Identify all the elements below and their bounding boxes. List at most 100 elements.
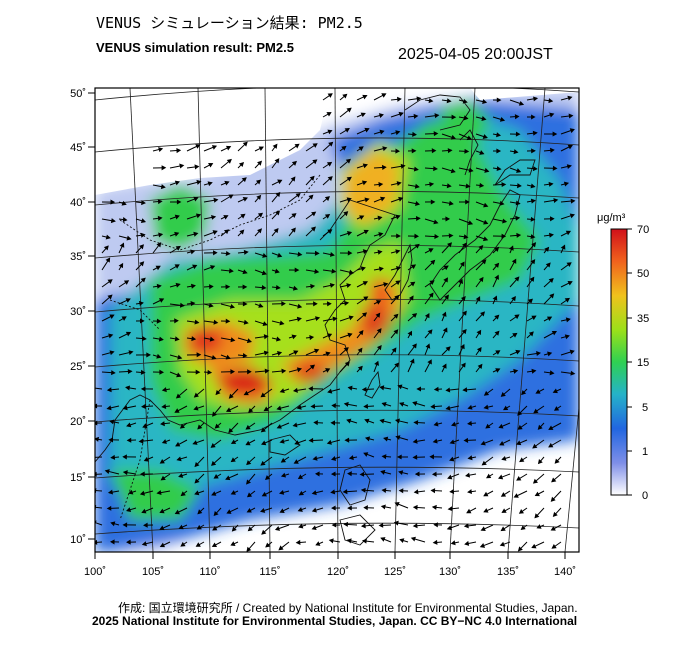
- wind-arrowhead: [141, 200, 146, 206]
- wind-arrowhead: [480, 440, 486, 446]
- wind-arrowhead: [312, 159, 318, 165]
- wind-arrow: [95, 506, 103, 509]
- wind-arrowhead: [140, 471, 145, 477]
- wind-arrowhead: [552, 388, 558, 394]
- wind-arrowhead: [241, 177, 247, 183]
- wind-arrowhead: [261, 440, 267, 446]
- wind-arrowhead: [358, 329, 364, 336]
- wind-arrowhead: [309, 335, 315, 341]
- wind-arrowhead: [425, 343, 431, 349]
- wind-arrowhead: [382, 146, 388, 152]
- wind-arrowhead: [534, 513, 540, 519]
- wind-arrowhead: [496, 97, 502, 103]
- wind-arrowhead: [207, 181, 213, 187]
- wind-arrowhead: [514, 276, 520, 282]
- wind-arrowhead: [281, 301, 286, 307]
- wind-arrowhead: [174, 180, 180, 186]
- wind-arrowhead: [482, 99, 488, 104]
- wind-arrowhead: [297, 474, 304, 480]
- wind-arrowhead: [326, 112, 332, 117]
- wind-arrowhead: [275, 191, 281, 198]
- wind-arrowhead: [357, 365, 363, 371]
- wind-arrowhead: [230, 541, 236, 546]
- wind-arrowhead: [434, 234, 440, 240]
- forecast-datetime: 2025-04-05 20:00JST: [398, 46, 553, 63]
- wind-arrowhead: [560, 244, 566, 250]
- wind-arrowhead: [211, 460, 217, 466]
- wind-arrowhead: [122, 454, 127, 460]
- wind-arrowhead: [393, 520, 399, 526]
- wind-arrowhead: [501, 182, 507, 188]
- wind-arrowhead: [413, 113, 419, 119]
- wind-arrowhead: [499, 116, 506, 122]
- wind-arrowhead: [448, 233, 454, 239]
- wind-arrowhead: [326, 301, 332, 307]
- wind-arrowhead: [500, 526, 506, 532]
- wind-arrowhead: [509, 245, 514, 251]
- wind-arrowhead: [279, 388, 285, 394]
- wind-arrowhead: [157, 215, 163, 221]
- wind-arrowhead: [396, 266, 402, 271]
- wind-arrowhead: [482, 134, 488, 139]
- wind-arrowhead: [462, 242, 467, 248]
- wind-arrowhead: [551, 331, 558, 336]
- wind-arrowhead: [292, 422, 298, 428]
- wind-arrowhead: [551, 477, 557, 483]
- wind-arrowhead: [363, 505, 368, 511]
- wind-arrowhead: [377, 215, 383, 221]
- wind-arrowhead: [467, 220, 474, 226]
- wind-arrowhead: [433, 131, 439, 137]
- wind-arrowhead: [514, 114, 520, 120]
- wind-arrowhead: [327, 388, 333, 394]
- wind-arrowhead: [478, 276, 484, 283]
- wind-arrowhead: [517, 424, 523, 430]
- wind-arrowhead: [123, 280, 130, 285]
- wind-arrowhead: [381, 402, 387, 407]
- wind-arrowhead: [291, 334, 297, 340]
- wind-arrowhead: [292, 387, 298, 393]
- wind-arrowhead: [119, 242, 125, 248]
- wind-arrowhead: [446, 525, 453, 531]
- wind-arrowhead: [240, 213, 246, 219]
- wind-arrowhead: [261, 285, 267, 291]
- wind-vectors: [95, 93, 576, 552]
- wind-arrowhead: [498, 474, 504, 480]
- wind-arrowhead: [483, 508, 489, 513]
- wind-arrowhead: [326, 333, 333, 339]
- wind-arrowhead: [180, 491, 186, 497]
- wind-arrowhead: [331, 268, 337, 274]
- wind-arrowhead: [194, 490, 200, 496]
- wind-arrowhead: [328, 538, 334, 544]
- wind-arrowhead: [196, 524, 202, 530]
- wind-arrowhead: [549, 216, 555, 222]
- wind-arrowhead: [314, 250, 320, 256]
- wind-arrowhead: [346, 197, 352, 203]
- wind-arrowhead: [341, 145, 347, 151]
- wind-arrowhead: [513, 368, 519, 374]
- wind-arrowhead: [297, 507, 303, 512]
- wind-arrowhead: [315, 541, 321, 546]
- wind-arrowhead: [246, 338, 252, 344]
- wind-arrowhead: [381, 488, 387, 493]
- wind-arrowhead: [107, 294, 113, 300]
- wind-arrowhead: [279, 508, 285, 513]
- wind-arrowhead: [464, 148, 470, 154]
- wind-arrowhead: [362, 94, 368, 100]
- wind-arrowhead: [398, 196, 404, 202]
- wind-arrowhead: [412, 401, 418, 406]
- wind-arrowhead: [146, 352, 151, 358]
- wind-arrowhead: [494, 246, 500, 252]
- wind-arrowhead: [511, 258, 517, 264]
- wind-arrowhead: [547, 351, 553, 357]
- wind-arrowhead: [408, 295, 414, 301]
- wind-arrowhead: [550, 496, 556, 502]
- lon-label: 135˚: [497, 566, 519, 578]
- wind-arrowhead: [176, 372, 182, 378]
- license-line: 2025 National Institute for Environmenta…: [92, 614, 578, 628]
- wind-arrowhead: [140, 369, 146, 375]
- wind-arrowhead: [548, 98, 554, 104]
- wind-arrowhead: [554, 458, 560, 464]
- wind-arrowhead: [111, 370, 116, 376]
- wind-arrowhead: [528, 331, 534, 337]
- wind-arrowhead: [265, 542, 271, 548]
